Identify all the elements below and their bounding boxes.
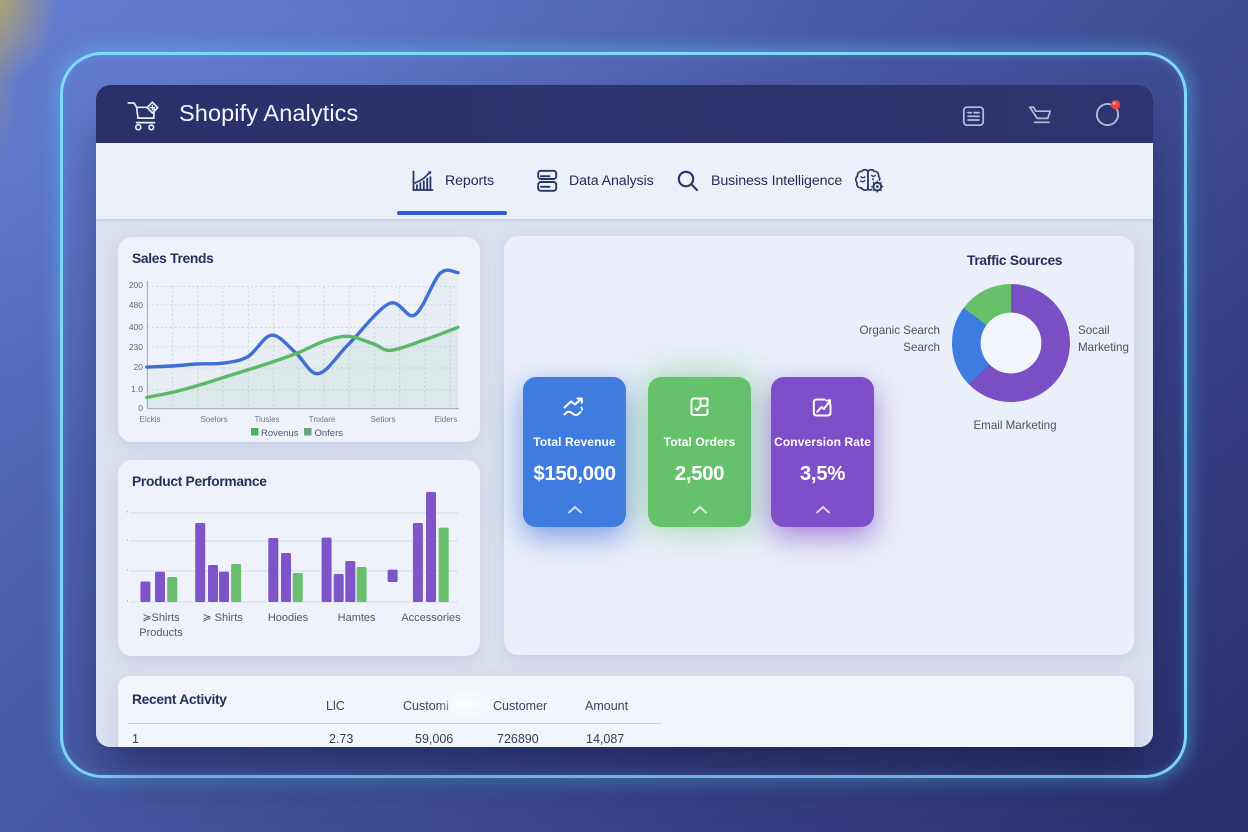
svg-text:20: 20 [134,362,144,372]
svg-text:Rovenus: Rovenus [261,428,299,439]
svg-text:Accessories: Accessories [401,612,461,624]
svg-text:Hoodies: Hoodies [268,612,309,624]
svg-text:Onfers: Onfers [315,428,344,439]
svg-text:400: 400 [129,322,143,332]
svg-text:Eiders: Eiders [435,415,458,424]
svg-text:230: 230 [129,342,143,352]
svg-text:Tiusles: Tiusles [254,415,279,424]
svg-text:Setiors: Setiors [371,415,396,424]
svg-text:': ' [127,600,128,607]
svg-text:': ' [127,569,128,576]
svg-text:≽Shirts: ≽Shirts [142,612,180,624]
svg-text:Products: Products [139,627,183,639]
svg-text:Tnxlare: Tnxlare [309,415,336,424]
svg-text:Elckis: Elckis [140,415,161,424]
svg-text:': ' [127,539,128,546]
svg-text:≽ Shirts: ≽ Shirts [202,612,243,624]
svg-text:Hamtes: Hamtes [338,612,376,624]
svg-text:480: 480 [129,300,143,310]
svg-text:0: 0 [138,403,143,413]
svg-text:': ' [127,511,128,518]
svg-text:200: 200 [129,280,143,290]
svg-text:Soelors: Soelors [200,415,227,424]
svg-text:1.0: 1.0 [131,384,143,394]
